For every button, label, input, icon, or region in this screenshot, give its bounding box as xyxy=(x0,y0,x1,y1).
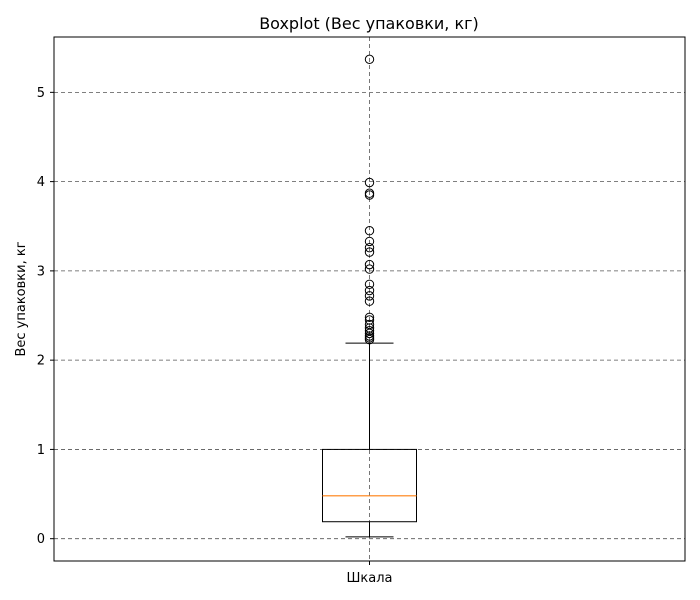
y-tick-label: 1 xyxy=(37,443,45,458)
outlier-point xyxy=(364,291,375,301)
outlier-point xyxy=(364,259,375,270)
y-tick-label: 4 xyxy=(37,175,45,190)
x-axis: Шкала xyxy=(347,561,393,586)
outlier-point xyxy=(364,296,375,306)
y-tick-label: 2 xyxy=(37,354,45,369)
outlier-point xyxy=(364,312,375,322)
y-tick-label: 3 xyxy=(37,264,45,279)
outlier-point xyxy=(364,319,375,330)
outlier-point xyxy=(364,188,375,198)
outlier-point xyxy=(364,54,375,65)
y-tick-label: 0 xyxy=(37,532,45,547)
outlier-point xyxy=(364,177,375,188)
box-plot xyxy=(322,342,417,538)
y-axis-label: Вес упаковки, кг xyxy=(14,241,29,356)
outlier-point xyxy=(364,325,375,336)
outlier-points xyxy=(364,54,375,345)
outlier-point xyxy=(364,226,375,236)
outlier-point xyxy=(364,315,375,325)
outlier-point xyxy=(364,285,375,296)
outlier-point xyxy=(364,264,375,274)
x-tick-label: Шкала xyxy=(347,571,393,586)
y-axis: 0 1 2 3 4 5 xyxy=(37,86,54,547)
interquartile-box xyxy=(322,448,417,523)
outlier-point xyxy=(364,279,375,289)
chart-title: Boxplot (Вес упаковки, кг) xyxy=(259,14,479,33)
outlier-point xyxy=(364,236,375,247)
y-tick-label: 5 xyxy=(37,86,45,101)
outlier-point xyxy=(364,247,375,257)
outlier-point xyxy=(364,242,375,253)
outlier-point xyxy=(364,328,375,339)
